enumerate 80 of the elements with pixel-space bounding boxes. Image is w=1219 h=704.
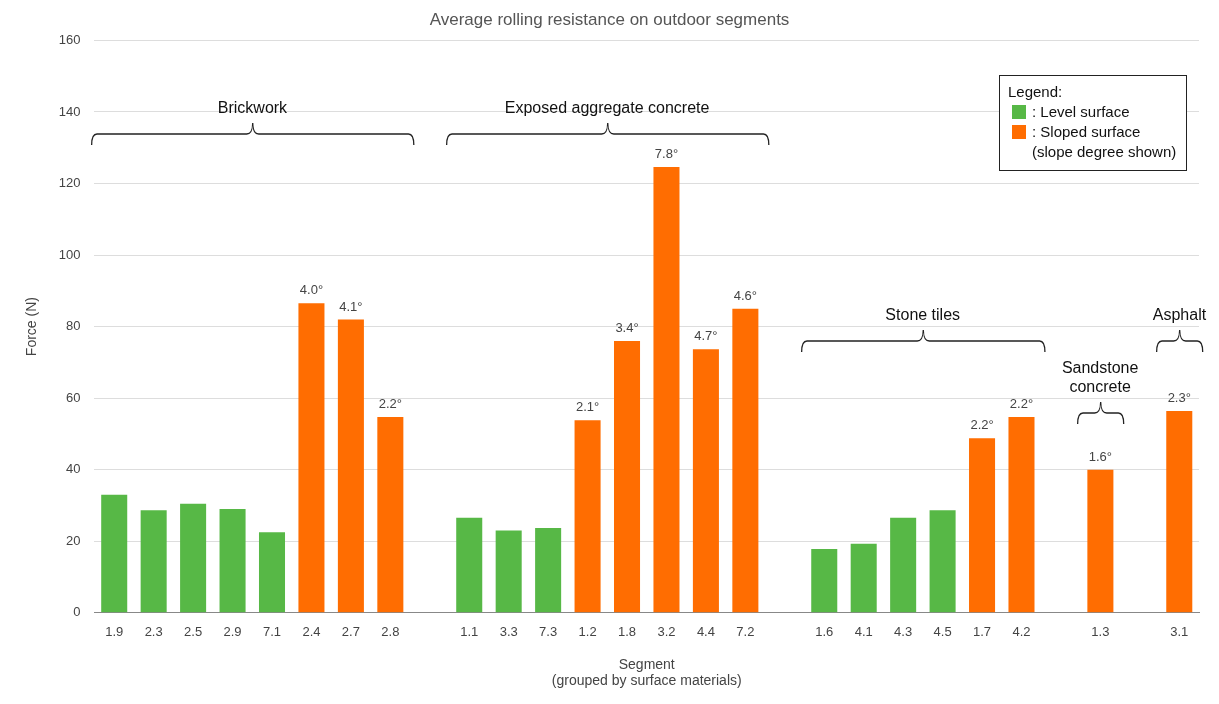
bar bbox=[811, 549, 838, 613]
x-tick-label: 2.4 bbox=[302, 624, 321, 640]
bar bbox=[653, 167, 680, 613]
bar bbox=[258, 532, 286, 613]
bar bbox=[850, 543, 877, 613]
bar bbox=[692, 349, 719, 613]
annotation: 1.6° bbox=[1088, 448, 1113, 464]
y-tick-label: 60 bbox=[66, 389, 81, 405]
legend-label: : Level surface bbox=[1032, 102, 1130, 123]
x-tick-label: 1.6 bbox=[815, 624, 834, 640]
y-tick-label: 140 bbox=[58, 103, 81, 119]
bar bbox=[377, 417, 404, 613]
annotation: 4.0° bbox=[299, 282, 324, 298]
bar bbox=[140, 510, 167, 613]
annotation: 2.2° bbox=[1009, 396, 1034, 412]
bar bbox=[1166, 411, 1193, 613]
annotation: Sandstone concrete bbox=[1061, 357, 1139, 396]
y-tick-label: 40 bbox=[66, 461, 81, 477]
bar bbox=[1008, 417, 1035, 613]
x-tick-label: 4.5 bbox=[933, 624, 952, 640]
x-tick-label: 3.1 bbox=[1170, 624, 1189, 640]
annotation: Stone tiles bbox=[885, 305, 961, 325]
bar bbox=[929, 510, 956, 613]
annotation: 4.1° bbox=[339, 298, 363, 314]
bar bbox=[969, 438, 996, 613]
legend-title: Legend: bbox=[1008, 82, 1064, 103]
x-tick-label: 4.3 bbox=[894, 624, 913, 640]
annotation: 4.7° bbox=[694, 328, 718, 344]
bar bbox=[1087, 469, 1114, 613]
bar bbox=[890, 517, 917, 613]
x-tick-label: 1.2 bbox=[578, 624, 597, 640]
x-tick-label: 2.7 bbox=[341, 624, 360, 640]
x-tick-label: 2.5 bbox=[184, 624, 203, 640]
annotation: 4.6° bbox=[733, 287, 757, 303]
bar bbox=[101, 494, 128, 613]
x-tick-label: 1.7 bbox=[973, 624, 992, 640]
bar bbox=[535, 528, 562, 613]
x-tick-label: 7.1 bbox=[262, 624, 282, 640]
x-tick-label: 4.4 bbox=[696, 624, 715, 640]
x-tick-label: 1.8 bbox=[617, 624, 637, 640]
annotation: 2.3° bbox=[1167, 390, 1191, 406]
x-tick-label: 7.3 bbox=[539, 624, 558, 640]
y-tick-label: 80 bbox=[66, 318, 81, 334]
bar bbox=[456, 517, 483, 613]
x-tick-label: 7.2 bbox=[736, 624, 755, 640]
x-tick-label: 2.8 bbox=[381, 624, 400, 640]
chart-title: Average rolling resistance on outdoor segments bbox=[429, 9, 790, 29]
bar bbox=[732, 308, 759, 613]
x-axis-title: Segment (grouped by surface materials) bbox=[551, 655, 742, 689]
annotation: 2.2° bbox=[970, 417, 994, 433]
bar bbox=[614, 340, 641, 613]
annotation: 2.1° bbox=[575, 399, 600, 415]
x-tick-label: 3.2 bbox=[657, 624, 676, 640]
bar bbox=[298, 303, 325, 613]
legend-label: : Sloped surface (slope degree shown) bbox=[1032, 122, 1177, 163]
y-tick-label: 20 bbox=[66, 532, 81, 548]
y-axis-title: Force (N) bbox=[23, 297, 40, 357]
x-tick-label: 2.9 bbox=[223, 624, 242, 640]
y-tick-label: 160 bbox=[58, 31, 81, 47]
bar bbox=[337, 319, 364, 613]
annotation: 3.4° bbox=[615, 319, 639, 335]
y-tick-label: 120 bbox=[58, 175, 81, 191]
bar bbox=[219, 509, 246, 613]
y-tick-label: 100 bbox=[58, 246, 81, 262]
x-tick-label: 1.3 bbox=[1091, 624, 1110, 640]
annotation: 2.2° bbox=[378, 396, 402, 412]
annotation: 7.8° bbox=[654, 146, 679, 162]
bar bbox=[574, 420, 601, 613]
x-tick-label: 4.2 bbox=[1012, 624, 1031, 640]
bar bbox=[495, 530, 522, 613]
annotation: Brickwork bbox=[217, 97, 288, 117]
y-tick-label: 0 bbox=[73, 604, 81, 620]
annotation: Exposed aggregate concrete bbox=[504, 97, 710, 117]
x-tick-label: 3.3 bbox=[499, 624, 518, 640]
x-tick-label: 1.9 bbox=[105, 624, 124, 640]
x-tick-label: 4.1 bbox=[854, 624, 873, 640]
annotation: Asphalt bbox=[1152, 305, 1207, 325]
x-tick-label: 1.1 bbox=[460, 624, 479, 640]
x-tick-label: 2.3 bbox=[144, 624, 163, 640]
bar bbox=[180, 503, 207, 613]
